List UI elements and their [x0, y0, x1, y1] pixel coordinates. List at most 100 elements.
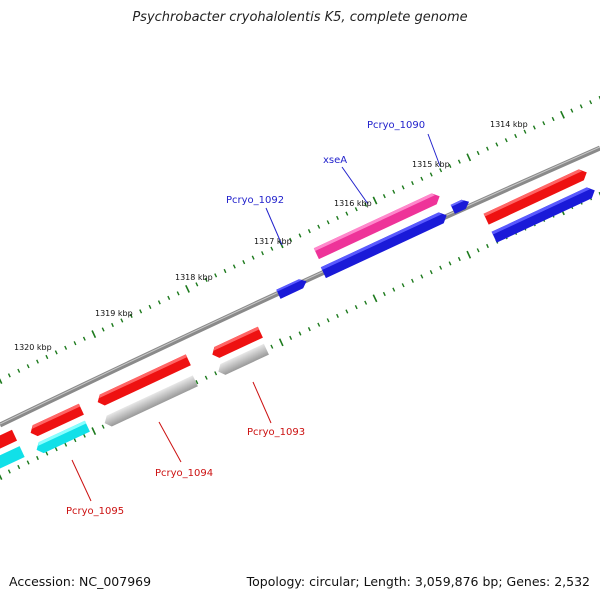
gene-pcryo-1093-arrow[interactable]	[210, 326, 263, 360]
gene-left-cyan-arrow[interactable]	[0, 446, 25, 474]
gene-pcryo-1090-arrow[interactable]	[450, 197, 472, 214]
outer-scale-tick	[64, 345, 68, 350]
outer-scale-tick	[232, 264, 236, 269]
inner-scale-tick	[392, 287, 396, 292]
outer-scale-tick	[486, 146, 489, 151]
label-pcryo-1094: Pcryo_1094	[155, 468, 213, 479]
scale-label-1315: 1315 kbp	[412, 160, 450, 169]
gene-xsea-cds-arrow[interactable]	[320, 210, 449, 279]
inner-scale-tick	[26, 460, 30, 465]
outer-scale-tick	[570, 108, 574, 113]
outer-scale-tick	[382, 194, 386, 199]
leader-pcryo-1093	[252, 381, 272, 424]
inner-scale-tick	[54, 447, 58, 452]
outer-scale-tick	[429, 172, 433, 177]
inner-scale-tick	[73, 438, 77, 443]
outer-scale-tick	[185, 284, 190, 293]
leader-pcryo-1094	[158, 421, 182, 463]
inner-scale-tick	[372, 294, 378, 303]
gene-pcryo-1095-cds-arrow[interactable]	[34, 420, 90, 456]
gene-xsea-arrow[interactable]	[313, 191, 442, 260]
inner-scale-tick	[326, 318, 330, 323]
inner-scale-tick	[486, 243, 489, 249]
gene-right-blue-arrow[interactable]	[491, 185, 598, 243]
outer-scale-tick	[129, 313, 133, 318]
outer-scale-tick	[542, 121, 546, 126]
outer-scale-tick	[120, 318, 124, 323]
outer-scale-tick	[111, 322, 114, 328]
gene-pcryo-1092-arrow[interactable]	[276, 277, 308, 299]
inner-scale-tick	[204, 375, 208, 380]
outer-scale-tick	[476, 150, 480, 156]
outer-scale-tick	[401, 185, 405, 190]
gene-left-red-arrow[interactable]	[0, 429, 18, 456]
outer-scale-tick	[261, 251, 264, 256]
outer-scale-tick	[504, 138, 508, 143]
inner-scale-tick	[17, 464, 21, 470]
inner-scale-tick	[0, 474, 3, 480]
outer-scale-tick	[326, 220, 330, 225]
inner-scale-tick	[91, 427, 97, 436]
scale-label-1316: 1316 kbp	[334, 199, 372, 208]
scale-label-1319: 1319 kbp	[95, 309, 133, 318]
outer-scale-tick	[448, 163, 452, 168]
inner-scale-tick	[401, 283, 405, 288]
scale-label-1314: 1314 kbp	[490, 120, 528, 129]
outer-scale-tick	[514, 133, 518, 139]
outer-scale-tick	[270, 246, 274, 251]
outer-scale-tick	[466, 153, 472, 162]
outer-scale-tick	[289, 237, 293, 242]
inner-scale-tick	[101, 424, 105, 429]
outer-scale-tick	[560, 110, 565, 119]
inner-scale-tick	[214, 371, 218, 376]
inner-scale-tick	[354, 305, 358, 310]
gene-pcryo-1094-cds-arrow[interactable]	[102, 375, 198, 428]
outer-scale-tick	[45, 354, 49, 360]
inner-scale-tick	[336, 313, 339, 318]
outer-scale-tick	[26, 364, 30, 369]
outer-scale-tick	[439, 168, 443, 173]
label-pcryo-1093: Pcryo_1093	[247, 427, 305, 438]
genome-summary-text: Topology: circular; Length: 3,059,876 bp…	[246, 574, 590, 589]
outer-scale-tick	[251, 255, 255, 260]
inner-scale-tick	[411, 278, 414, 283]
inner-scale-tick	[466, 250, 472, 259]
outer-scale-tick	[82, 336, 86, 341]
scale-ticks-outer	[0, 95, 600, 384]
gene-pcryo-1095-arrow[interactable]	[28, 403, 84, 439]
inner-scale-tick	[457, 256, 461, 262]
outer-scale-tick	[579, 104, 583, 109]
outer-scale-tick	[223, 268, 227, 274]
outer-scale-tick	[345, 211, 349, 216]
accession-text: Accession: NC_007969	[9, 574, 152, 589]
outer-scale-tick	[0, 378, 3, 384]
inner-scale-tick	[64, 442, 68, 447]
inner-scale-tick	[476, 248, 480, 253]
leader-xsea	[341, 166, 369, 205]
outer-scale-tick	[298, 233, 302, 238]
outer-scale-tick	[73, 341, 77, 346]
outer-scale-tick	[411, 181, 414, 186]
scale-label-1317: 1317 kbp	[254, 237, 292, 246]
outer-scale-tick	[17, 368, 21, 373]
gene-right-red-arrow[interactable]	[483, 167, 590, 225]
inner-scale-tick	[7, 469, 11, 474]
outer-scale-tick	[551, 116, 555, 122]
gene-pcryo-1093-cds-arrow[interactable]	[216, 343, 269, 377]
inner-scale-tick	[364, 300, 368, 305]
outer-scale-tick	[91, 330, 97, 339]
outer-scale-tick	[167, 295, 171, 300]
inner-scale-tick	[439, 265, 443, 270]
label-pcryo-1095: Pcryo_1095	[66, 506, 124, 517]
outer-scale-tick	[148, 304, 152, 309]
scale-label-1320: 1320 kbp	[14, 343, 52, 352]
outer-scale-tick	[204, 277, 208, 282]
inner-scale-tick	[345, 309, 349, 314]
gene-pcryo-1094-arrow[interactable]	[95, 354, 191, 407]
outer-scale-tick	[54, 350, 58, 355]
outer-scale-tick	[139, 309, 143, 314]
inner-scale-tick	[420, 274, 424, 279]
outer-scale-tick	[364, 202, 368, 207]
label-pcryo-1092: Pcryo_1092	[226, 195, 284, 206]
